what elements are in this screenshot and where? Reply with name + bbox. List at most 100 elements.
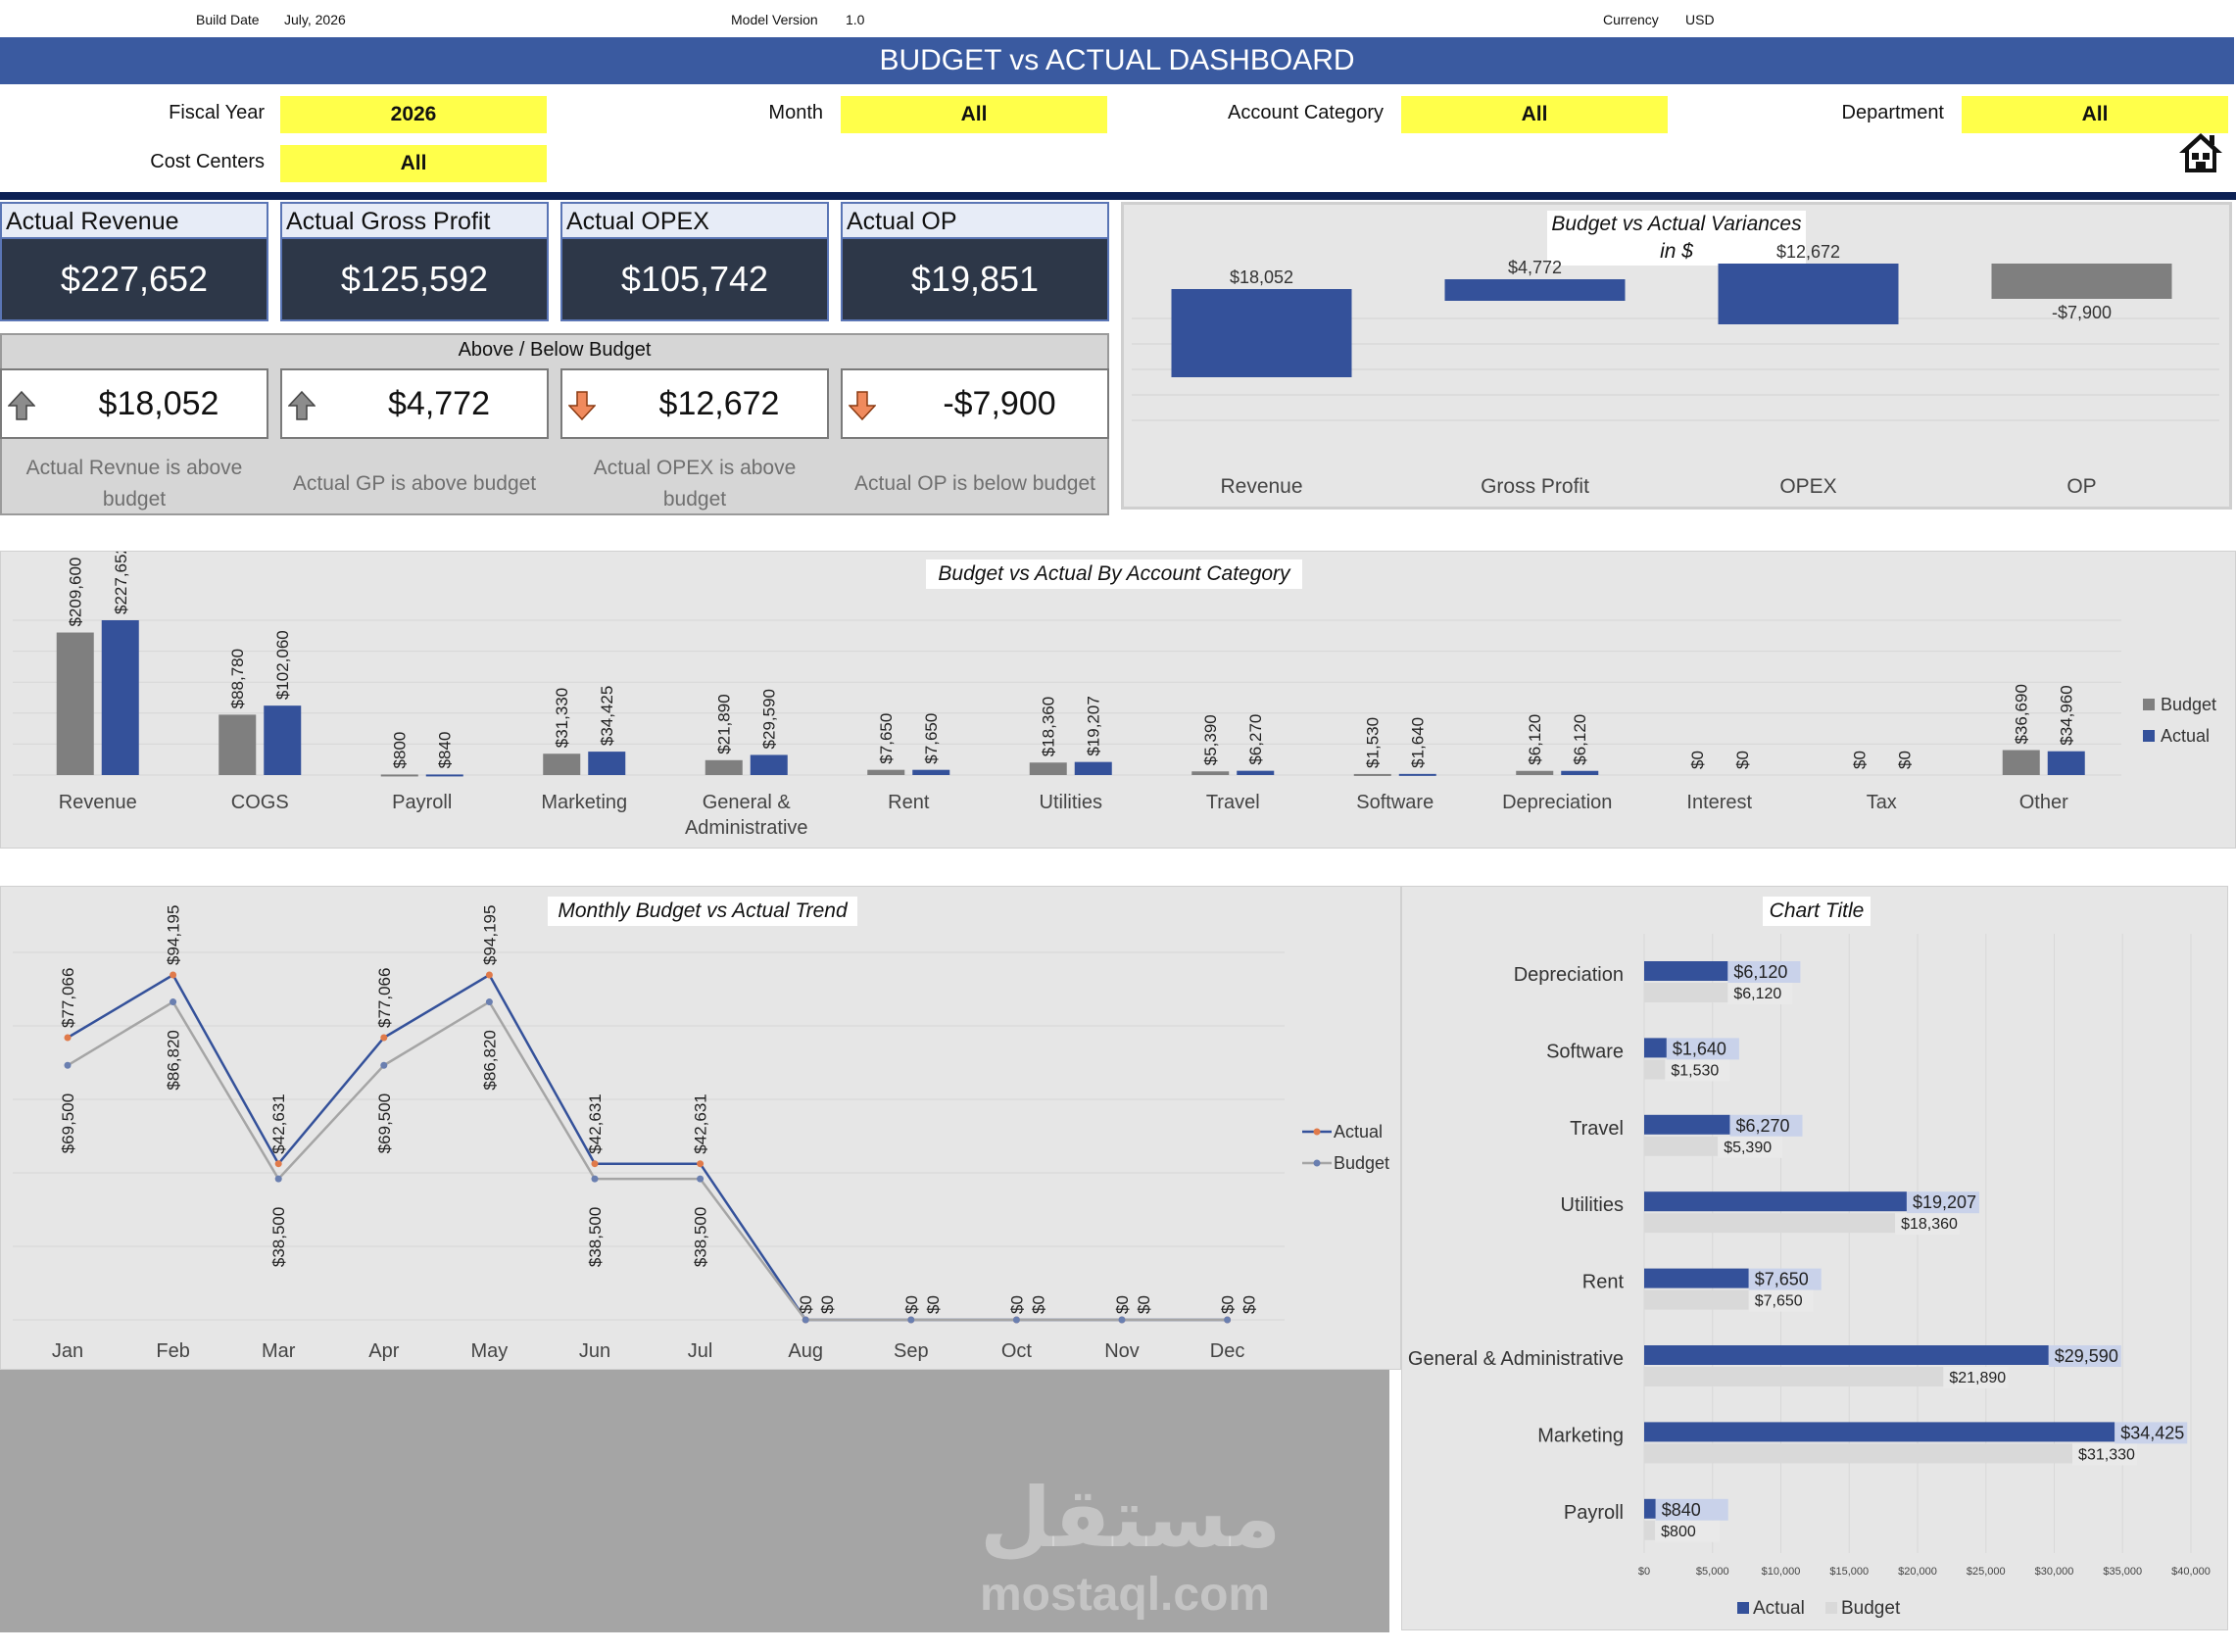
opex-data-label: $1,530 <box>1671 1062 1719 1079</box>
month-filter[interactable]: All <box>841 96 1107 133</box>
opex-label-bg <box>1895 1213 1961 1236</box>
department-filter[interactable]: All <box>1962 96 2228 133</box>
chart-title-line: Budget vs Actual Variances <box>1551 213 1802 235</box>
category-data-label: $34,960 <box>2058 685 2076 745</box>
opex-tick-label: $10,000 <box>1762 1566 1801 1578</box>
fiscal-year-label: Fiscal Year <box>169 102 265 123</box>
kpi-label: Actual OPEX <box>562 204 827 239</box>
actual-bar <box>1644 1191 1907 1212</box>
category-data-label: $36,690 <box>2013 684 2031 744</box>
home-icon[interactable] <box>2177 129 2224 176</box>
opex-label-bg <box>1666 1038 1739 1060</box>
opex-label-bg <box>1943 1367 2009 1388</box>
kpi-value: $227,652 <box>60 259 209 299</box>
budget-bar <box>1029 762 1067 775</box>
opex-data-label: $7,650 <box>1755 1270 1809 1289</box>
budget-bar <box>2002 750 2040 775</box>
legend-label: Actual <box>2161 726 2210 746</box>
actual-bar <box>1644 1268 1749 1288</box>
trend-marker <box>907 1316 915 1324</box>
up-arrow-icon <box>8 390 35 420</box>
cost-centers-filter[interactable]: All <box>280 145 547 182</box>
category-data-label: $19,207 <box>1085 696 1103 755</box>
budget-bar <box>1353 773 1391 776</box>
opex-label-bg <box>1655 1520 1721 1542</box>
variance-box-opex: $12,672 <box>560 368 829 439</box>
category-data-label: $227,652 <box>112 552 130 614</box>
category-data-label: $209,600 <box>67 558 85 627</box>
down-arrow-icon <box>568 391 596 421</box>
budget-bar <box>705 759 743 775</box>
variance-box-gross-profit: $4,772 <box>280 368 549 439</box>
trend-marker <box>485 998 493 1006</box>
trend-data-label: $42,631 <box>586 1093 605 1153</box>
kpi-card-revenue: Actual Revenue $227,652 <box>0 202 268 321</box>
category-data-label: $0 <box>1850 751 1869 769</box>
variance-category-label: OPEX <box>1779 475 1836 498</box>
opex-data-label: $800 <box>1661 1524 1696 1540</box>
budget-bar <box>1644 1367 1944 1386</box>
kpi-divider <box>0 192 2236 200</box>
note-line: Actual Revnue is above <box>25 457 243 479</box>
legend-label: Budget <box>1334 1153 1389 1173</box>
variance-bar <box>1991 264 2172 299</box>
trend-data-label: $0 <box>1219 1295 1238 1314</box>
opex-tick-label: $30,000 <box>2035 1566 2074 1578</box>
opex-data-label: $6,120 <box>1733 962 1787 982</box>
variance-data-label: $12,672 <box>1776 242 1840 262</box>
chart-title-line: in $ <box>1660 240 1693 263</box>
variance-chart: $18,052 Revenue $4,772 Gross Profit $12,672 O… <box>1132 242 2219 498</box>
trend-data-label: $0 <box>902 1295 921 1314</box>
trend-marker <box>591 1175 599 1183</box>
category-data-label: $1,530 <box>1364 717 1383 768</box>
variance-category-label: OP <box>2066 475 2096 498</box>
opex-category-label: General & Administrative <box>1408 1348 1624 1370</box>
account-category-filter[interactable]: All <box>1401 96 1668 133</box>
trend-data-label: $0 <box>818 1295 837 1314</box>
legend-swatch <box>2143 730 2155 742</box>
trend-data-label: $38,500 <box>692 1207 710 1267</box>
cost-centers-label: Cost Centers <box>150 151 265 172</box>
kpi-card-opex: Actual OPEX $105,742 <box>560 202 829 321</box>
variance-data-label: $18,052 <box>1230 267 1293 287</box>
opex-data-label: $34,425 <box>2120 1423 2184 1442</box>
model-version-value: 1.0 <box>846 12 865 27</box>
trend-marker <box>591 1160 599 1168</box>
note-line: budget <box>102 488 167 510</box>
kpi-card-op: Actual OP $19,851 <box>841 202 1109 321</box>
variance-category-label: Gross Profit <box>1481 475 1589 498</box>
opex-label-bg <box>1718 1136 1783 1158</box>
opex-label-bg <box>2114 1422 2188 1444</box>
opex-label-bg <box>1748 1289 1814 1312</box>
legend-marker <box>1313 1128 1321 1136</box>
kpi-value: $125,592 <box>340 259 489 299</box>
actual-bar <box>750 754 788 775</box>
trend-marker <box>1012 1316 1020 1324</box>
category-data-label: $1,640 <box>1409 717 1428 768</box>
variance-value: -$7,900 <box>943 385 1056 422</box>
opex-data-label: $19,207 <box>1913 1192 1976 1212</box>
variance-chart-title: Budget vs Actual Variances in $ <box>1547 211 1806 266</box>
opex-tick-label: $40,000 <box>2171 1566 2211 1578</box>
trend-data-label: $94,195 <box>480 905 499 965</box>
category-data-label: $102,060 <box>273 630 292 700</box>
actual-line <box>67 973 1228 1322</box>
opex-data-label: $21,890 <box>1949 1370 2006 1386</box>
trend-data-label: $0 <box>1007 1295 1026 1314</box>
note-line: Actual OPEX is above <box>593 457 797 479</box>
fiscal-year-filter[interactable]: 2026 <box>280 96 547 133</box>
trend-axis-label: Jan <box>52 1340 83 1362</box>
opex-chart-title: Chart Title <box>1763 897 1871 926</box>
actual-bar <box>1644 1422 2115 1442</box>
category-data-label: $6,270 <box>1246 714 1265 765</box>
opex-data-label: $31,330 <box>2078 1446 2135 1463</box>
note-line: budget <box>662 488 727 510</box>
opex-label-bg <box>1906 1191 1979 1214</box>
trend-axis-label: Dec <box>1210 1340 1245 1362</box>
trend-data-label: $0 <box>1029 1295 1047 1314</box>
actual-bar <box>1644 1345 2049 1365</box>
kpi-value: $105,742 <box>620 259 769 299</box>
watermark-logo: مستقل <box>980 1470 1282 1566</box>
opex-category-label: Marketing <box>1537 1425 1624 1446</box>
budget-bar <box>543 753 581 775</box>
